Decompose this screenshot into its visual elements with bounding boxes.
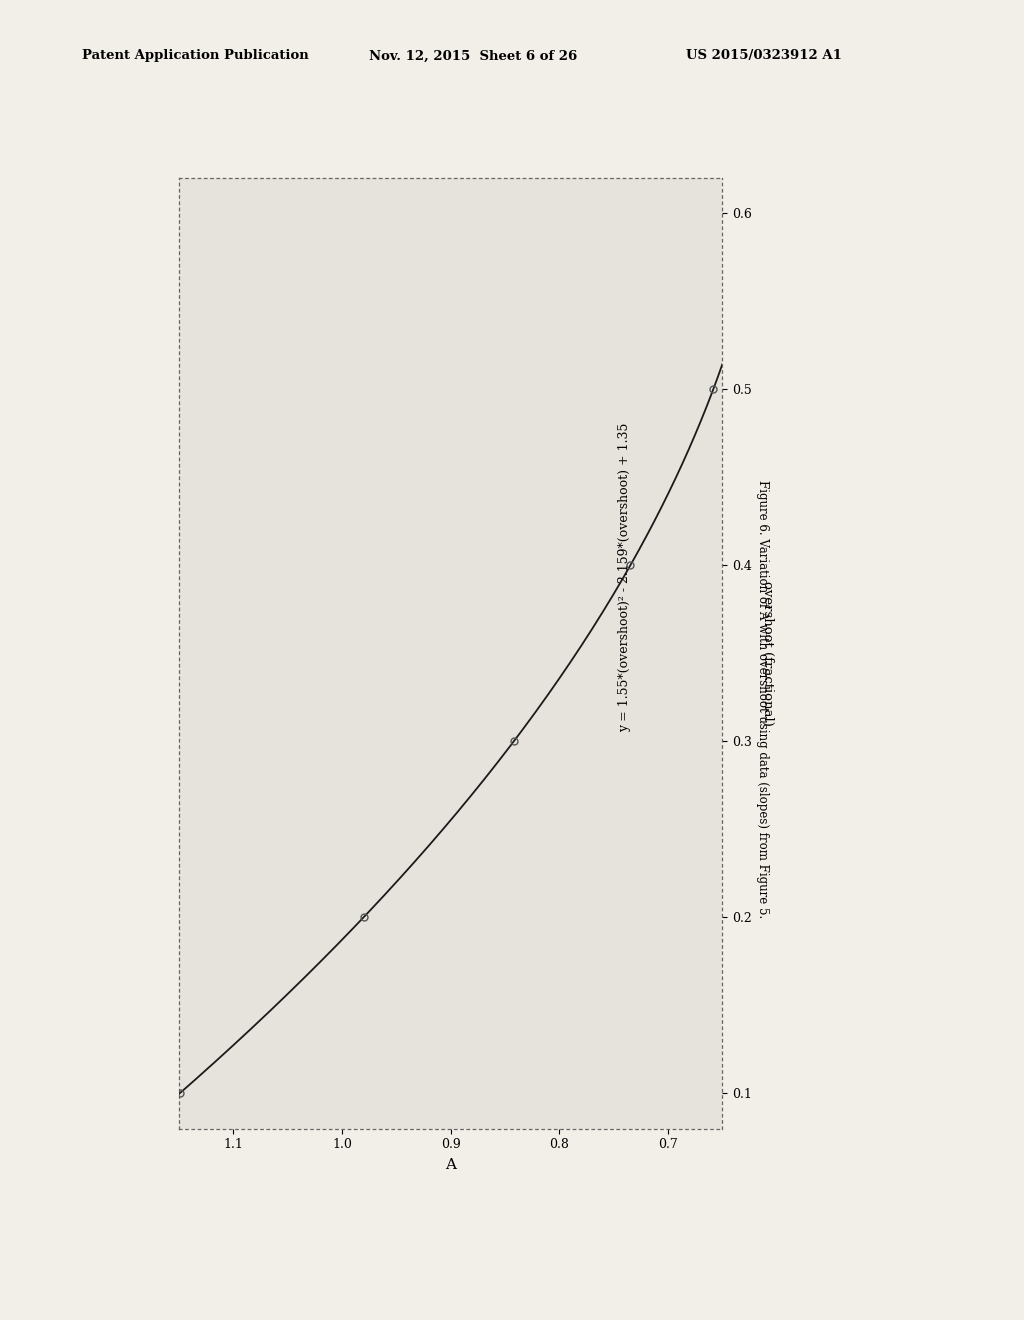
Text: Patent Application Publication: Patent Application Publication: [82, 49, 308, 62]
Text: Nov. 12, 2015  Sheet 6 of 26: Nov. 12, 2015 Sheet 6 of 26: [369, 49, 577, 62]
Y-axis label: overshoot (fractional): overshoot (fractional): [761, 581, 774, 726]
Text: Figure 6. Variation of A with overshoot using data (slopes) from Figure 5.: Figure 6. Variation of A with overshoot …: [757, 480, 769, 919]
Text: y = 1.55*(overshoot)² - 2.159*(overshoot) + 1.35: y = 1.55*(overshoot)² - 2.159*(overshoot…: [617, 422, 631, 733]
Text: US 2015/0323912 A1: US 2015/0323912 A1: [686, 49, 842, 62]
X-axis label: A: A: [445, 1158, 456, 1172]
